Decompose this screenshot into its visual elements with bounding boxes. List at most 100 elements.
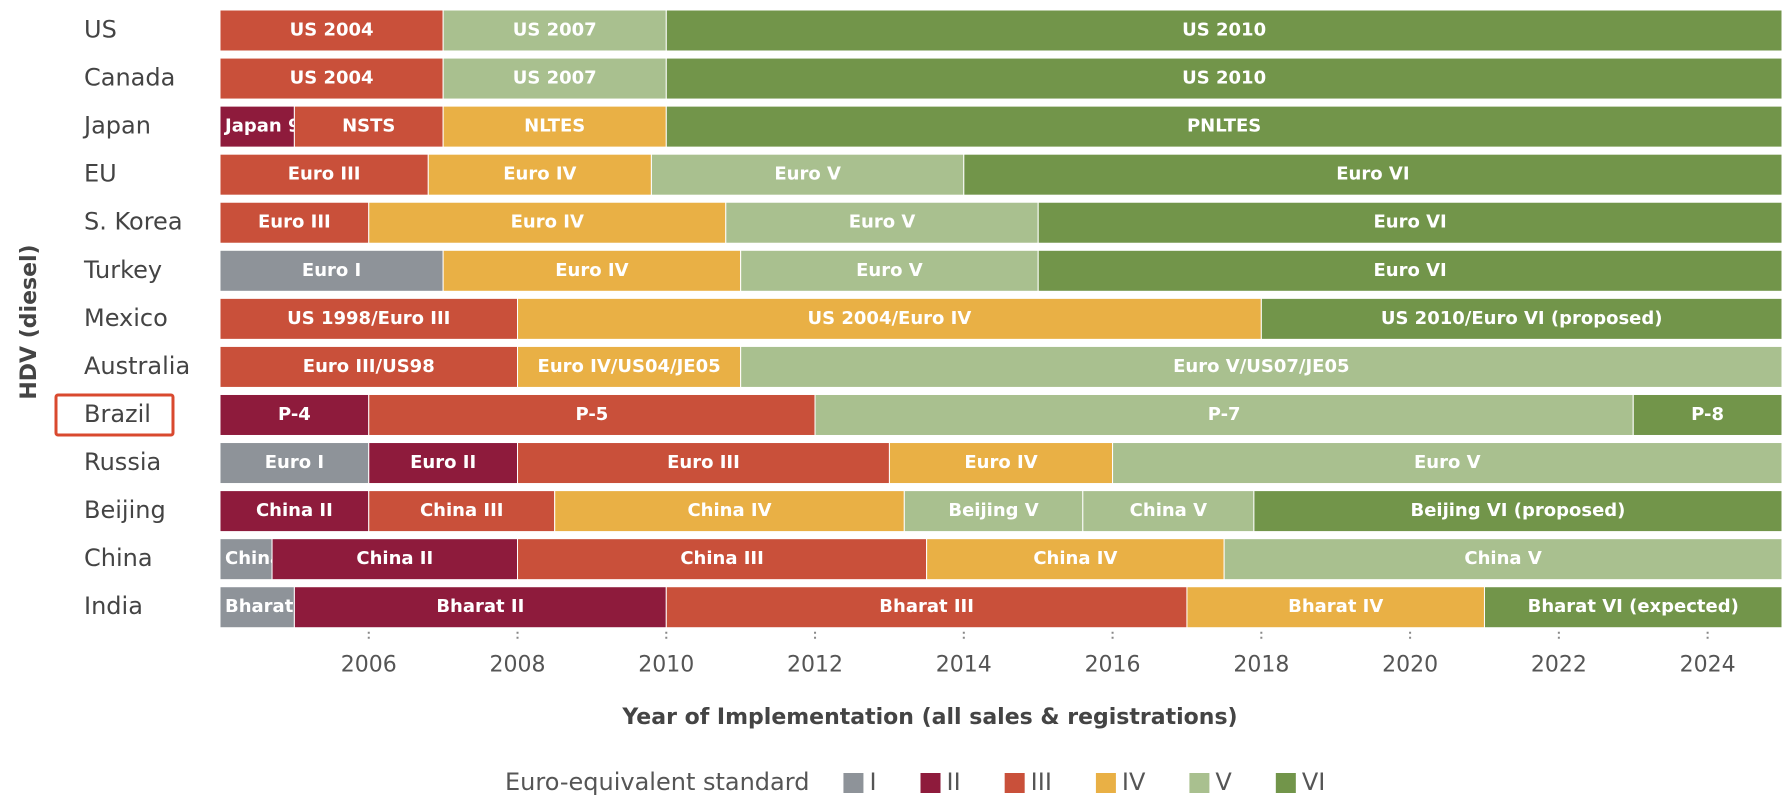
x-axis-label: Year of Implementation (all sales & regi… xyxy=(621,705,1237,730)
segment-label: China V xyxy=(1464,548,1541,569)
segment xyxy=(219,538,273,581)
segment xyxy=(665,586,1188,629)
segment-label: Euro I xyxy=(302,260,361,281)
segment-label: Euro V xyxy=(849,212,916,233)
segment-label: Euro IV xyxy=(555,260,628,281)
x-tick-label: 2014 xyxy=(936,653,992,678)
legend-swatch xyxy=(1095,773,1116,793)
segment xyxy=(219,393,370,436)
segment xyxy=(1186,586,1485,629)
segment-label: China II xyxy=(256,500,333,521)
segment-label: China V xyxy=(1130,500,1207,521)
legend-swatch xyxy=(1189,773,1210,793)
segment-label: Bharat IV xyxy=(1288,596,1383,617)
segment-label: P-7 xyxy=(1208,404,1241,425)
segment-label: Euro VI xyxy=(1373,212,1446,233)
row-label: Brazil xyxy=(84,400,151,428)
segment-label: P-5 xyxy=(575,404,608,425)
segment xyxy=(368,490,556,533)
segment xyxy=(1483,586,1783,629)
segment xyxy=(368,393,816,436)
segment xyxy=(293,586,667,629)
segment xyxy=(665,57,1783,100)
segment-label: P-8 xyxy=(1691,404,1724,425)
segment-label: Euro III xyxy=(288,164,361,185)
segment-label: Euro IV xyxy=(964,452,1037,473)
segment xyxy=(888,442,1114,485)
segment-label: Euro IV xyxy=(503,164,576,185)
row-label: Japan xyxy=(82,112,151,140)
legend-label: VI xyxy=(1302,768,1326,796)
segment-label: Euro V xyxy=(774,164,841,185)
highlight-box xyxy=(54,393,175,437)
segment-label: Euro III xyxy=(258,212,331,233)
row-label: Canada xyxy=(84,64,175,92)
segment xyxy=(517,297,1262,340)
segment-label: Euro I xyxy=(265,452,324,473)
segment-label: Euro VI xyxy=(1336,164,1409,185)
x-tick-label: 2006 xyxy=(341,653,397,678)
segment xyxy=(963,153,1783,196)
row-label: US xyxy=(84,16,117,44)
segment-label: Euro V/US07/JE05 xyxy=(1173,356,1349,377)
segment-label: NSTS xyxy=(342,116,395,137)
segment xyxy=(926,538,1225,581)
row-label: Russia xyxy=(84,448,161,476)
segment-label: Bharat III xyxy=(879,596,974,617)
segment-label: Beijing V xyxy=(948,500,1038,521)
segment xyxy=(517,345,742,388)
segment xyxy=(442,57,667,100)
segment xyxy=(1632,393,1783,436)
segment-label: Bharat II xyxy=(436,596,524,617)
segment xyxy=(1112,442,1783,485)
segment xyxy=(517,538,928,581)
segment xyxy=(740,345,1783,388)
legend-swatch xyxy=(1004,773,1025,793)
segment-label: US 2007 xyxy=(513,20,597,41)
legend-label: II xyxy=(947,768,961,796)
row-label: Turkey xyxy=(83,256,162,284)
segment xyxy=(219,9,444,52)
segment xyxy=(517,442,890,485)
legend-label: V xyxy=(1215,768,1232,796)
row-label: Mexico xyxy=(84,304,168,332)
segment-label: US 2007 xyxy=(513,68,597,89)
segment-label: Euro VI xyxy=(1373,260,1446,281)
legend-swatch xyxy=(920,773,941,793)
segment-label: China III xyxy=(680,548,764,569)
segment-label: Euro V xyxy=(1414,452,1481,473)
segment-label: Euro IV/US04/JE05 xyxy=(538,356,721,377)
legend-label: III xyxy=(1031,768,1052,796)
segment-label: Euro II xyxy=(410,452,476,473)
segment xyxy=(1037,249,1783,292)
segment-label: Euro V xyxy=(856,260,923,281)
segment xyxy=(219,442,370,485)
legend-swatch xyxy=(1275,773,1296,793)
segment-label: China III xyxy=(420,500,504,521)
segment xyxy=(665,9,1783,52)
segment-label: China IV xyxy=(1033,548,1117,569)
segment xyxy=(219,153,429,196)
segment-label: US 2010 xyxy=(1182,68,1266,89)
segment-label: Japan 97 xyxy=(223,116,313,137)
segment xyxy=(219,57,444,100)
segment-label: US 1998/Euro III xyxy=(287,308,450,329)
segment xyxy=(427,153,652,196)
segment xyxy=(442,9,667,52)
x-tick-label: 2020 xyxy=(1382,653,1438,678)
segment xyxy=(1253,490,1783,533)
legend-label: I xyxy=(869,768,876,796)
segment xyxy=(903,490,1084,533)
row-label: China xyxy=(84,544,153,572)
x-tick-label: 2010 xyxy=(638,653,694,678)
segment-label: US 2010 xyxy=(1182,20,1266,41)
segment-label: US 2004 xyxy=(290,20,374,41)
segment-label: Beijing VI (proposed) xyxy=(1410,500,1625,521)
legend-label: IV xyxy=(1122,768,1146,796)
segment-label: Bharat VI (expected) xyxy=(1528,596,1739,617)
segment-label: P-4 xyxy=(278,404,311,425)
row-label: Australia xyxy=(84,352,190,380)
x-tick-label: 2018 xyxy=(1233,653,1289,678)
segment-label: PNLTES xyxy=(1187,116,1261,137)
